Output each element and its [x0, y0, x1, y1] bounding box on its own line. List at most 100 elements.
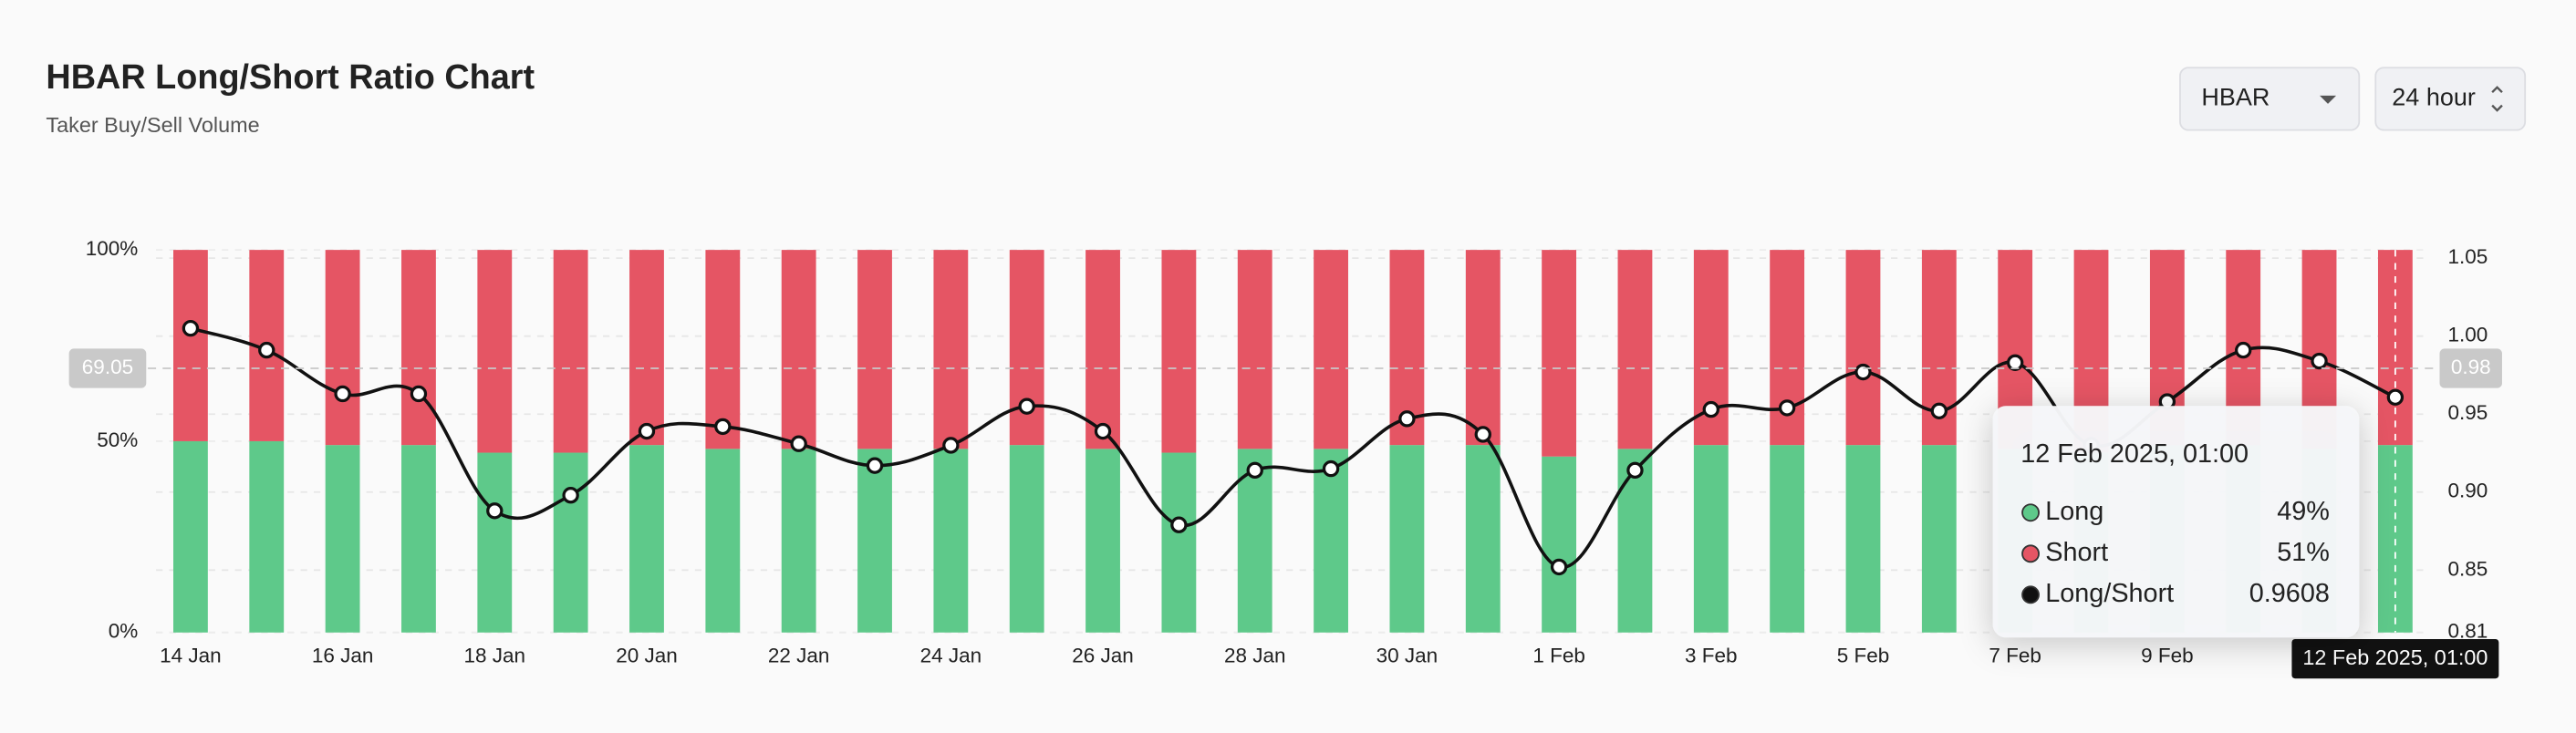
ratio-point — [1854, 363, 1872, 381]
bar-segment — [705, 449, 741, 633]
bar-segment — [705, 250, 741, 449]
bar-segment — [477, 452, 513, 633]
ratio-point — [486, 502, 504, 520]
bar-segment — [1161, 250, 1197, 453]
bar-segment — [1314, 250, 1348, 449]
select-box[interactable] — [2179, 67, 2361, 131]
bar-segment — [401, 445, 436, 633]
ratio-point — [866, 457, 884, 474]
bar-segment — [933, 449, 969, 633]
x-tick-label: 28 Jan — [1224, 645, 1286, 667]
ratio-point — [334, 385, 351, 403]
y2-tick-label: 1.00 — [2448, 324, 2488, 346]
crosshair-x-label-box — [2291, 638, 2499, 679]
x-tick-label: 30 Jan — [1376, 645, 1439, 667]
bar-segment — [857, 449, 892, 633]
y-tick-label: 0% — [109, 620, 139, 643]
ratio-point — [2311, 352, 2328, 370]
ratio-point — [1550, 558, 1568, 576]
ratio-point — [1702, 400, 1719, 418]
chevron[interactable] — [2491, 86, 2503, 112]
crosshair-label-box — [68, 348, 147, 388]
bar-segment — [325, 250, 360, 446]
crosshair-y2-label: 0.98 — [2451, 356, 2491, 378]
ratio-point — [1778, 399, 1796, 417]
ratio-point — [1322, 459, 1340, 478]
ratio-point — [562, 487, 579, 504]
x-tick-label: 5 Feb — [1837, 645, 1890, 667]
bar-segment — [173, 250, 208, 441]
bar-segment — [1542, 250, 1577, 457]
bar-segment — [2377, 445, 2413, 633]
bar-segment — [553, 250, 588, 453]
bar-segment — [1542, 456, 1577, 633]
bar-segment — [1845, 445, 1881, 633]
bar-segment — [1085, 449, 1120, 633]
tooltip-swatch — [2021, 585, 2040, 604]
x-tick-label: 22 Jan — [768, 645, 830, 667]
bar-segment — [1693, 445, 1729, 633]
tooltip-label: Long — [2045, 497, 2103, 526]
bar-segment — [553, 452, 588, 633]
crosshair-y-label: 69.05 — [82, 356, 133, 378]
select-box[interactable] — [2374, 67, 2527, 131]
ratio-point — [714, 418, 732, 436]
x-tick-label: 16 Jan — [312, 645, 374, 667]
bar-segment — [781, 449, 816, 633]
bar-segment — [1465, 250, 1501, 446]
bar-segment — [629, 250, 664, 446]
tooltip-value: 0.9608 — [2249, 579, 2330, 608]
tooltip-box — [1992, 406, 2360, 638]
tooltip-label: Short — [2045, 538, 2108, 567]
x-tick-label: 18 Jan — [464, 645, 526, 667]
bar-segment — [857, 250, 892, 449]
ratio-point — [2235, 341, 2252, 359]
ratio-point — [1094, 422, 1112, 440]
bar-segment — [629, 445, 664, 633]
caret[interactable] — [2320, 95, 2337, 104]
y-tick-label: 100% — [86, 237, 139, 260]
select-text[interactable]: 24 hour — [2392, 84, 2476, 111]
ratio-point — [410, 385, 428, 403]
select-text[interactable]: HBAR — [2201, 84, 2270, 111]
bar-segment — [781, 250, 816, 449]
chart-subtitle: Taker Buy/Sell Volume — [46, 113, 259, 137]
ratio-point — [1170, 516, 1188, 533]
bar-segment — [1617, 250, 1653, 449]
bar-segment — [1921, 445, 1957, 633]
x-tick-label: 24 Jan — [920, 645, 982, 667]
tooltip-value: 49% — [2277, 497, 2330, 526]
bar-segment — [477, 250, 513, 453]
x-tick-label: 9 Feb — [2141, 645, 2194, 667]
tooltip-swatch — [2021, 503, 2040, 522]
ratio-point — [1626, 461, 1644, 480]
ratio-point — [1246, 461, 1263, 480]
ratio-point — [1930, 402, 1948, 419]
ratio-point — [258, 341, 275, 359]
y2-tick-label: 0.95 — [2448, 401, 2488, 424]
y2-tick-label: 1.05 — [2448, 245, 2488, 268]
bar-segment — [1237, 449, 1272, 633]
bar-segment — [249, 440, 285, 633]
x-tick-label: 20 Jan — [616, 645, 678, 667]
y2-tick-label: 0.90 — [2448, 480, 2488, 502]
ratio-point — [1398, 410, 1416, 428]
ratio-point — [638, 422, 656, 440]
bar-segment — [401, 250, 436, 446]
ratio-point — [182, 319, 200, 337]
y2-tick-label: 0.81 — [2448, 620, 2488, 643]
symbol-select[interactable]: HBAR — [2179, 67, 2361, 131]
bar-segment — [1237, 250, 1272, 449]
bar-segment — [173, 440, 208, 633]
bar-segment — [1389, 445, 1425, 633]
x-tick-label: 3 Feb — [1685, 645, 1738, 667]
ratio-point — [942, 437, 960, 454]
ratio-point — [1018, 397, 1035, 415]
x-tick-label: 14 Jan — [160, 645, 222, 667]
crosshair-x-label: 12 Feb 2025, 01:00 — [2302, 645, 2488, 669]
x-tick-label: 7 Feb — [1989, 645, 2041, 667]
bar-segment — [1770, 445, 1805, 633]
interval-select[interactable]: 24 hour — [2374, 67, 2527, 131]
tooltip-value: 51% — [2277, 538, 2330, 567]
